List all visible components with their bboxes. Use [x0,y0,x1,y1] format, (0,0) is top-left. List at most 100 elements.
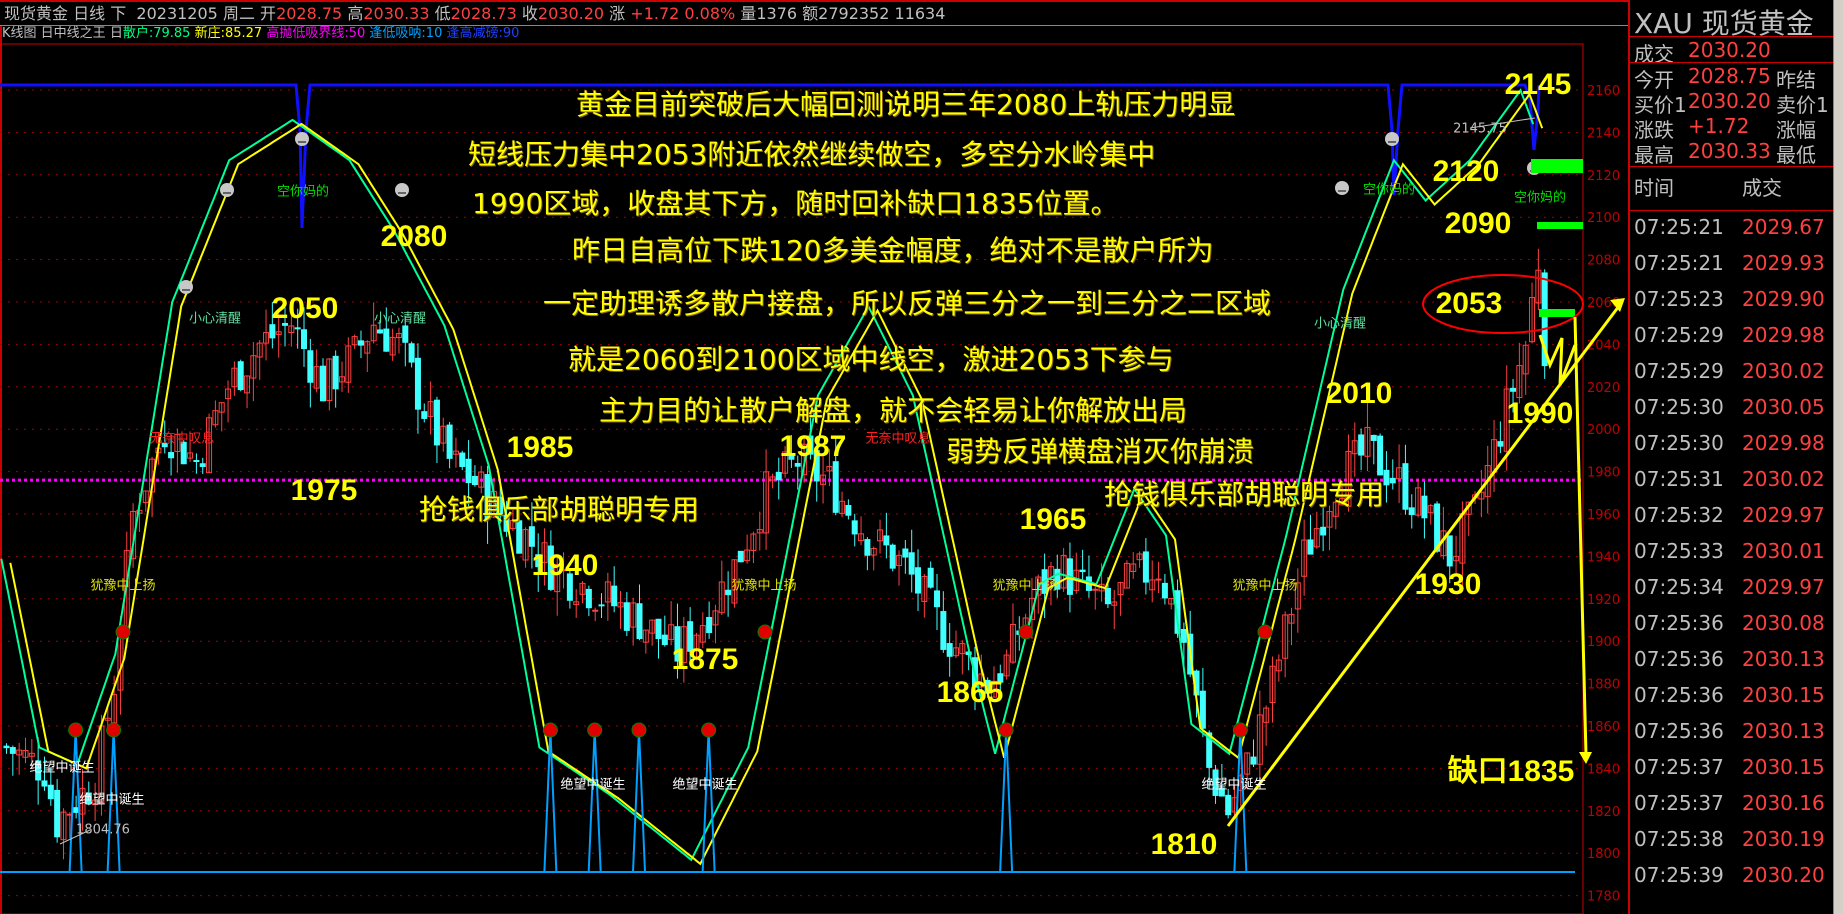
candle-up [263,332,270,344]
gap-arrow [1573,316,1588,756]
scrollbar[interactable] [1833,0,1843,914]
candle-down [269,324,276,339]
low-leader-line [59,829,91,845]
candle-down [282,322,289,326]
candle-up [1301,539,1308,577]
signal-label: 犹豫中上扬 [731,578,797,594]
signal-label: 绝望中诞生 [560,777,626,793]
period[interactable]: 日线 [73,4,106,23]
candle-up [288,325,295,334]
tick-time: 07:25:23 [1634,287,1724,311]
candle-down [661,634,668,646]
tick-price: 2030.16 [1742,791,1825,815]
y-tick-label: 2120 [1587,169,1620,184]
candle-down [199,463,206,467]
candle-up [1478,491,1485,500]
candle-down [934,590,941,608]
indicator-value: 散户:79.85 [122,26,191,41]
candle-down [1446,535,1453,567]
candle-up [16,749,23,756]
candle-down [946,643,953,657]
candle-up [1009,623,1016,663]
candle-up [364,341,371,354]
chart-type[interactable]: K线图 [2,26,37,41]
quote-label: 涨跌 [1634,118,1674,142]
signal-label: 犹豫中上扬 [90,578,156,594]
slow-line [9,92,1544,866]
tick-time: 07:25:36 [1634,683,1724,707]
candle-down [1142,551,1149,583]
candle-down [832,461,839,513]
annotation-text: 黄金目前突破后大幅回测说明三年2080上轨压力明显 [576,88,1236,121]
y-tick-label: 2060 [1587,296,1620,311]
zigzag-arrow [1538,334,1577,386]
candle-up [744,549,751,562]
price-label: 1990 [1506,397,1574,430]
candle-down [535,554,542,568]
candle-down [497,496,504,517]
candle-up [1092,588,1099,591]
signal-label: 小心清醒 [188,311,242,327]
candle-down [1402,463,1409,510]
watermark-text: 抢钱俱乐部胡聪明专用 [419,493,700,526]
candle-up [877,529,884,542]
candle-up [1326,511,1333,528]
annotation-text: 就是2060到2100区域中线空，激进2053下参与 [568,343,1174,376]
indicator-value: 新庄:85.27 [194,26,263,41]
y-tick-label: 2040 [1587,338,1620,353]
tick-price: 2030.20 [1742,863,1825,887]
tick-price: 2030.13 [1742,647,1825,671]
candle-up [427,401,434,417]
candle-up [1130,563,1137,572]
candle-up [839,500,846,514]
candlestick-chart[interactable]: 1780 1800 1820 1840 1860 1880 1900 1920 1940 1960… [0,0,1628,914]
candle-up [750,533,757,552]
tick-row: 07:25:36 2030.13 [1630,641,1830,677]
indicator-value: 高抛低吸界线:50 [266,26,366,41]
candle-up [250,355,257,379]
candle-up [763,471,770,534]
indicator-bar: K线图 日中线之王 日散户:79.85 新庄:85.27 高抛低吸界线:50 逢… [0,26,1630,42]
candle-up [990,680,997,698]
candle-up [440,425,447,444]
candle-down [1250,756,1257,765]
tick-row: 07:25:37 2030.15 [1630,749,1830,785]
candle-down [332,355,339,390]
signal-label: 小心清醒 [1313,316,1367,332]
divider [1630,166,1833,167]
buy-signal-spike [701,729,716,873]
tick-time: 07:25:36 [1634,647,1724,671]
change-label: 涨 [609,4,626,23]
candle-down [484,474,491,520]
price-label: 2050 [271,292,339,325]
price-label: 2090 [1444,207,1512,240]
candle-down [687,621,694,652]
tick-time: 07:25:30 [1634,395,1724,419]
candle-down [1079,569,1086,573]
candle-up [1484,465,1491,498]
tick-price: 2029.97 [1742,575,1825,599]
candle-up [756,529,763,534]
low-value: 2028.73 [450,4,517,23]
tick-price: 2029.98 [1742,323,1825,347]
candle-up [604,581,611,603]
annotation-text: 昨日自高位下跌120多美金幅度，绝对不是散户所为 [572,234,1214,267]
quote-value: +1.72 [1688,114,1750,138]
candle-up [1351,440,1358,455]
tick-price: 2030.15 [1742,683,1825,707]
candle-down [706,616,713,634]
candle-down [1054,568,1061,590]
divider [1630,36,1833,37]
candle-up [1275,659,1282,672]
candle-up [225,388,232,400]
tick-row: 07:25:29 2030.02 [1630,353,1830,389]
candle-up [28,752,35,757]
signal-label: 空你妈的 [1362,182,1416,198]
quote-row: 今开 2028.75 昨结 [1634,64,1816,93]
open-label: 开 [260,4,277,23]
y-tick-label: 2020 [1587,381,1620,396]
candle-up [22,749,29,758]
indicator-name[interactable]: 日中线之王 [40,26,106,41]
signal-label: 空你妈的 [1513,190,1567,206]
